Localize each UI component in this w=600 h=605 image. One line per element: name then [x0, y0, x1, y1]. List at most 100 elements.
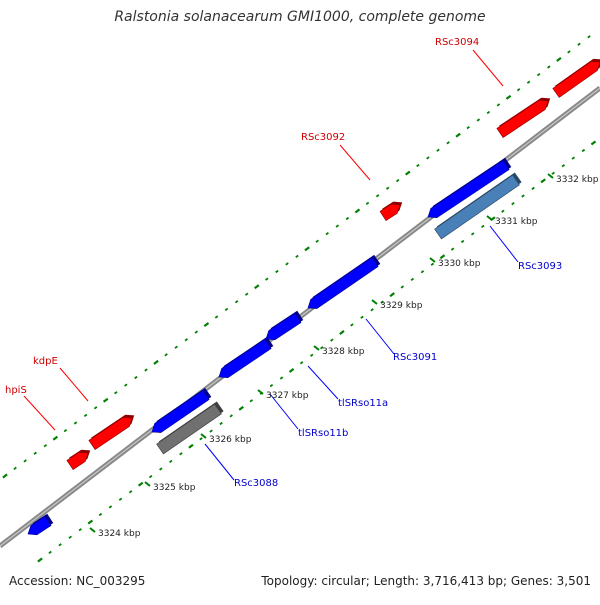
reverse-track-tick [128, 490, 133, 494]
forward-track-tick [516, 88, 521, 92]
forward-track-tick [164, 353, 168, 357]
gene-features [27, 58, 600, 536]
reverse-track-tick [460, 239, 465, 244]
forward-track-tick [556, 57, 562, 62]
forward-track-tick [295, 254, 299, 259]
forward-track-tick [547, 65, 551, 69]
reverse-track-tick [339, 330, 345, 335]
leader-kdpE [59, 367, 89, 402]
forward-track-tick [505, 94, 512, 100]
forward-track-tick [33, 451, 37, 455]
forward-track-tick [83, 413, 88, 418]
forward-track-tick [63, 428, 68, 433]
gene-RSc3091 [307, 254, 381, 309]
gene-RSc3094-part [496, 97, 551, 139]
forward-track-tick [93, 406, 98, 410]
forward-track-tick [536, 72, 541, 77]
reverse-track-tick [87, 519, 94, 525]
forward-track-tick [496, 103, 501, 107]
reverse-track-tick [470, 232, 475, 236]
forward-track-tick [354, 208, 361, 214]
leader-RSc3093 [489, 225, 519, 263]
gene-tlSRso11b [218, 336, 274, 379]
reverse-track-tick [389, 292, 395, 298]
gene-label-RSc3088: RSc3088 [234, 478, 278, 489]
forward-track-tick [184, 338, 189, 342]
reverse-track-tick [238, 405, 244, 411]
gene-kdpE-body [88, 417, 133, 451]
reverse-track-tick [581, 148, 586, 153]
forward-track-tick [315, 239, 319, 243]
leader-tlSRso11a [307, 365, 339, 400]
accession-label: Accession: NC_003295 [9, 574, 146, 588]
forward-track-tick [244, 292, 249, 296]
kbp-tick-label: 3328 kbp [322, 347, 365, 357]
reverse-track-tick [279, 376, 284, 380]
kbp-tick-mark [200, 433, 207, 439]
leader-RSc3088 [204, 443, 235, 481]
gene-pseudo-RSc3088 [156, 401, 224, 455]
reverse-track-tick [501, 209, 505, 213]
reverse-track-tick [540, 178, 546, 184]
kbp-tick-label: 3331 kbp [495, 217, 538, 227]
label-leader-lines [23, 49, 519, 481]
forward-track-tick [214, 315, 219, 319]
forward-track-tick [114, 391, 118, 395]
forward-track-tick [174, 345, 178, 349]
forward-track-tick [416, 163, 420, 168]
reverse-track-tick [209, 429, 213, 433]
kbp-tick-label: 3325 kbp [153, 483, 196, 493]
forward-track-tick [577, 42, 581, 46]
gene-RSc3093-cds [427, 157, 512, 219]
forward-track-tick [124, 383, 128, 387]
gene-RSc3092 [379, 201, 403, 222]
kbp-tick-label: 3332 kbp [556, 175, 599, 185]
forward-track-tick [405, 170, 411, 176]
kbp-tick-mark [371, 299, 378, 305]
gene-RSc3091-body [307, 257, 379, 309]
gene-pseudo-RSc3088-body [156, 403, 222, 455]
forward-track-tick [13, 466, 17, 471]
reverse-track-tick [430, 262, 435, 266]
forward-track-tick [265, 277, 269, 281]
forward-track-tick [325, 231, 329, 236]
kbp-tick-mark [144, 481, 151, 487]
reverse-track-tick [108, 505, 113, 509]
reverse-track-tick [288, 368, 295, 373]
reverse-track-tick [188, 443, 194, 449]
kbp-tick-mark [313, 345, 320, 351]
gene-label-RSc3093: RSc3093 [518, 261, 562, 272]
reverse-track-tick [37, 557, 43, 563]
gene-RSc3094-part-body [496, 99, 549, 139]
reverse-track-tick [551, 171, 555, 175]
reverse-track-tick [179, 452, 183, 456]
forward-track-tick [153, 359, 159, 365]
reverse-track-tick [118, 497, 123, 501]
forward-track-tick [43, 444, 48, 448]
forward-track-tick [335, 224, 340, 228]
forward-track-tick [134, 375, 138, 380]
kbp-tick-mark [429, 257, 436, 263]
reverse-track-tick [199, 437, 203, 441]
forward-track-tick [73, 421, 78, 425]
reverse-track-tick [450, 247, 455, 251]
kbp-tick-label: 3327 kbp [266, 391, 309, 401]
gene-RSc3088-body [151, 390, 210, 433]
gene-RSc3094 [552, 58, 600, 98]
kbp-tick-mark [486, 215, 493, 221]
gene-RSc3094-body [552, 61, 600, 98]
reverse-track-tick [420, 270, 425, 274]
forward-track-tick [476, 118, 481, 122]
gene-label-RSc3092: RSc3092 [301, 132, 345, 143]
forward-track-tick [102, 397, 109, 403]
genome-summary: Topology: circular; Length: 3,716,413 bp… [261, 574, 591, 588]
forward-track-tick [254, 284, 260, 290]
kbp-tick-label: 3324 kbp [98, 529, 141, 539]
forward-track-tick [365, 201, 370, 206]
gene-RSc3093-body [434, 174, 520, 240]
reverse-track-tick [58, 543, 62, 547]
forward-track-tick [345, 216, 350, 221]
reverse-track-tick [148, 474, 153, 479]
forward-track-tick [275, 269, 279, 274]
